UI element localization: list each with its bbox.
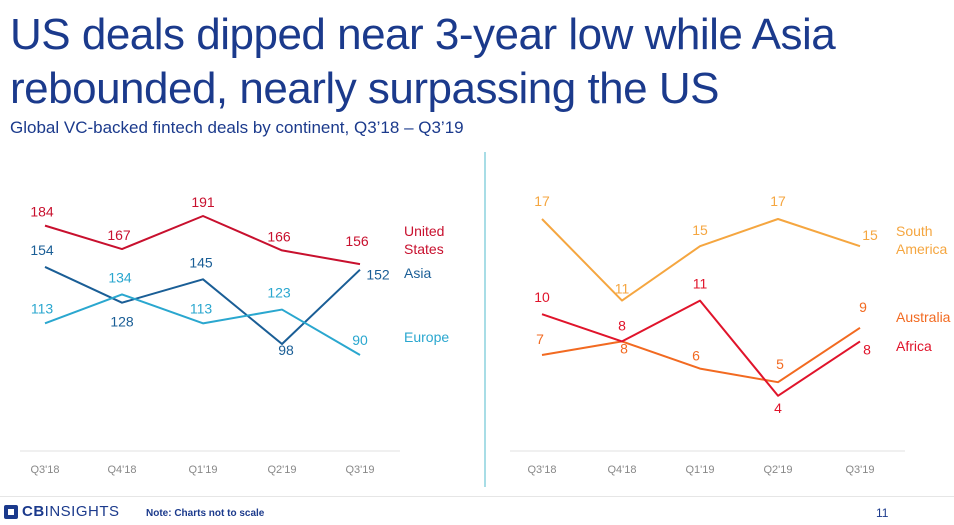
data-label-europe: 134 [108,269,132,285]
data-label-australia: 5 [776,356,784,372]
series-line-asia [44,266,361,345]
legend-label-united-states: United States [404,223,444,257]
chart-1-tick-label: Q2'19 [267,464,296,476]
data-label-asia: 128 [110,314,134,330]
chart-2-tick-label: Q4'18 [607,464,636,476]
chart-1-tick-label: Q3'19 [345,464,374,476]
data-label-united-states: 166 [267,228,291,244]
legend-label-europe: Europe [404,329,449,345]
data-label-south-america: 11 [615,281,630,297]
data-label-south-america: 17 [770,193,786,209]
logo-text: CBINSIGHTS [22,503,120,520]
data-label-europe: 113 [190,300,213,316]
data-label-united-states: 191 [191,194,215,210]
chart-1-tick-label: Q1'19 [188,464,217,476]
legend-label-australia: Australia [896,309,951,325]
legend-label-asia: Asia [404,265,431,281]
data-label-australia: 8 [620,340,628,356]
chart-2-tick-label: Q2'19 [763,464,792,476]
footnote: Note: Charts not to scale [146,508,265,519]
cb-logo-icon [4,504,18,519]
chart-2-tick-label: Q3'19 [845,464,874,476]
data-label-asia: 152 [366,267,390,283]
data-label-australia: 6 [692,348,700,364]
chart-2-tick-label: Q1'19 [685,464,714,476]
footer-divider [0,496,954,497]
legend-label-south-america: South America [896,223,948,257]
page-title: US deals dipped near 3-year low while As… [10,10,836,113]
chart-subtitle: Global VC-backed fintech deals by contin… [10,118,464,137]
data-label-asia: 154 [30,242,54,258]
data-label-united-states: 156 [345,233,369,249]
series-line-south-america [541,218,861,302]
series-line-europe [44,293,361,356]
series-line-africa [541,299,861,397]
data-label-europe: 123 [267,285,291,301]
data-label-africa: 8 [863,341,871,357]
cb-insights-logo: CBINSIGHTS [4,503,120,520]
data-label-australia: 7 [536,331,544,347]
data-label-united-states: 184 [30,204,54,220]
data-label-asia: 145 [189,254,213,270]
series-line-australia [541,326,861,384]
data-label-europe: 113 [31,300,54,316]
data-label-africa: 10 [534,289,550,305]
data-label-south-america: 17 [534,193,550,209]
data-label-africa: 4 [774,400,782,416]
chart-divider [484,152,486,487]
data-label-europe: 90 [352,332,368,348]
legend-label-africa: Africa [896,338,932,354]
data-label-asia: 98 [278,342,294,358]
data-label-africa: 8 [618,317,626,333]
data-label-australia: 9 [859,299,867,315]
series-line-united-states [44,215,361,266]
chart-1-tick-label: Q4'18 [107,464,136,476]
data-label-africa: 11 [693,276,708,292]
page-number: 11 [876,506,889,520]
data-label-south-america: 15 [862,227,878,243]
chart-1-tick-label: Q3'18 [30,464,59,476]
chart-2-tick-label: Q3'18 [527,464,556,476]
data-label-south-america: 15 [692,222,708,238]
data-label-united-states: 167 [107,227,131,243]
